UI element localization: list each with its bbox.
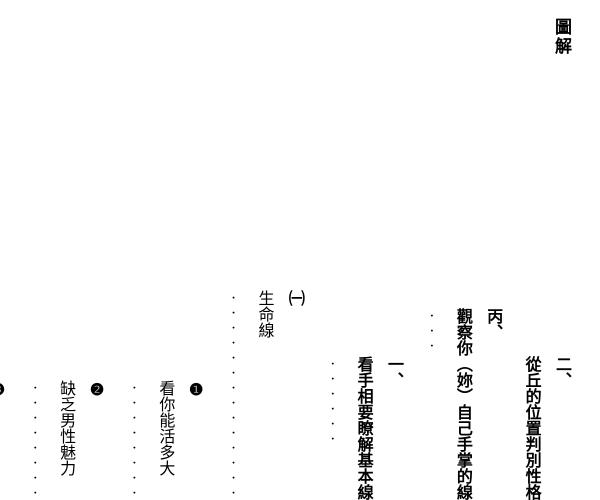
entry-text: 看你能活多大 — [149, 380, 179, 476]
toc-entry: ㈠生命線·············· — [218, 290, 309, 500]
toc-entry: ❷缺乏男性魅力········ — [19, 380, 110, 500]
toc-entry: 一、看手相要瞭解基本線······ — [317, 356, 408, 500]
entry-leader-dots: ··· — [416, 308, 446, 353]
entry-marker: 一、 — [378, 356, 408, 388]
entry-marker: 二、 — [546, 356, 576, 388]
entry-marker: ❸ — [0, 380, 11, 399]
entry-leader-dots: ······ — [317, 356, 347, 446]
toc-entry: ❸長年臥病在床········ — [0, 380, 11, 500]
toc-entry: ❶看你能活多大········ — [119, 380, 210, 500]
toc-entry: 二、從丘的位置判別性格 — [515, 356, 576, 500]
entry-text: 從丘的位置判別性格 — [515, 356, 545, 500]
entry-marker: ❶ — [179, 380, 209, 399]
entry-text: 看手相要瞭解基本線 — [347, 356, 377, 500]
toc-entry: 丙、觀察你（妳）自己手掌的線··· — [416, 308, 507, 500]
entry-text: 缺乏男性魅力 — [50, 380, 80, 476]
entry-text: 生命線 — [248, 290, 278, 338]
entry-leader-dots: ········ — [119, 380, 149, 500]
entry-marker: 丙、 — [477, 308, 507, 340]
entry-leader-dots: ········ — [19, 380, 49, 500]
page-header: 圖解 — [549, 18, 574, 56]
table-of-contents: 二、從丘的位置判別性格丙、觀察你（妳）自己手掌的線···一、看手相要瞭解基本線·… — [0, 290, 600, 500]
entry-text: 觀察你（妳）自己手掌的線 — [446, 308, 476, 500]
entry-leader-dots: ·············· — [218, 290, 248, 500]
entry-marker: ㈠ — [278, 290, 308, 306]
entry-marker: ❷ — [80, 380, 110, 399]
